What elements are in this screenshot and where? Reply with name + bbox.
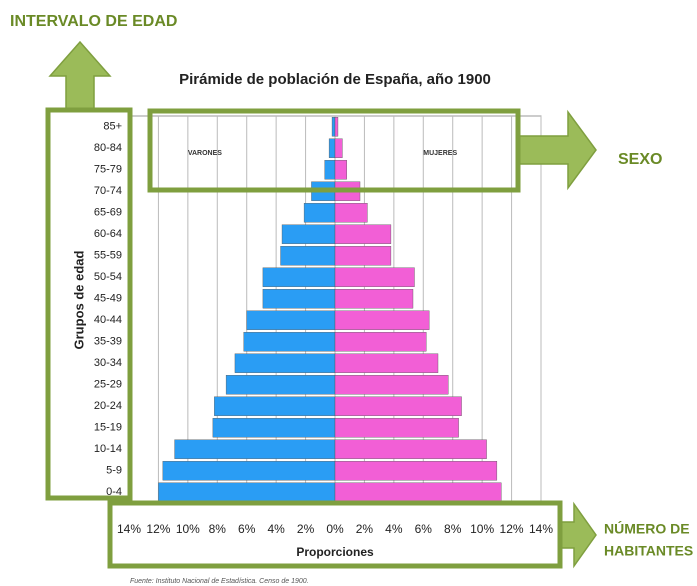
arrow-up bbox=[48, 40, 112, 111]
x-tick-label: 12% bbox=[500, 522, 524, 536]
y-tick-label: 75-79 bbox=[94, 164, 122, 176]
bar bbox=[334, 310, 430, 330]
x-tick-label: 10% bbox=[470, 522, 494, 536]
x-tick-label: 12% bbox=[146, 522, 170, 536]
bar bbox=[334, 138, 343, 158]
annotation: HABITANTES bbox=[604, 543, 693, 559]
bar bbox=[334, 482, 502, 502]
bar bbox=[334, 396, 462, 416]
bar bbox=[225, 375, 336, 395]
x-tick-label: 0% bbox=[326, 522, 344, 536]
bar bbox=[262, 267, 336, 287]
x-tick-label: 4% bbox=[385, 522, 403, 536]
y-tick-label: 70-74 bbox=[94, 185, 122, 197]
bar bbox=[262, 289, 336, 309]
x-axis-label: Proporciones bbox=[296, 545, 374, 559]
source: Fuente: Instituto Nacional de Estadístic… bbox=[130, 578, 309, 585]
y-tick-label: 45-49 bbox=[94, 293, 122, 305]
plot: 14% 12% 10% 8% 6% 4% 2% 0% 2% 4% 6% 8% 10% 12% 14% 0-4 5… bbox=[94, 115, 553, 536]
x-tick-label: 2% bbox=[297, 522, 315, 536]
bar bbox=[243, 332, 336, 352]
bar bbox=[234, 353, 336, 373]
y-tick-label: 40-44 bbox=[94, 314, 122, 326]
bar bbox=[334, 289, 414, 309]
bar bbox=[214, 396, 336, 416]
bar bbox=[334, 267, 415, 287]
bar bbox=[334, 375, 449, 395]
bar bbox=[281, 224, 336, 244]
y-tick-label: 85+ bbox=[103, 121, 122, 133]
bar bbox=[334, 224, 392, 244]
annotation: SEXO bbox=[618, 151, 662, 168]
bar bbox=[246, 310, 336, 330]
bar bbox=[334, 117, 339, 137]
bar bbox=[334, 439, 487, 459]
y-tick-label: 10-14 bbox=[94, 443, 122, 455]
bar bbox=[331, 117, 336, 137]
x-tick-label: 8% bbox=[444, 522, 462, 536]
arrow-right bbox=[517, 109, 597, 191]
bar bbox=[174, 439, 336, 459]
y-tick-label: 35-39 bbox=[94, 336, 122, 348]
bar bbox=[334, 203, 368, 223]
y-tick-label: 15-19 bbox=[94, 422, 122, 434]
y-tick-label: 65-69 bbox=[94, 207, 122, 219]
bar bbox=[334, 418, 459, 438]
bar bbox=[334, 353, 439, 373]
x-tick-label: 14% bbox=[529, 522, 553, 536]
x-tick-label: 14% bbox=[117, 522, 141, 536]
highlight-box bbox=[45, 107, 133, 501]
arrow-right bbox=[559, 501, 597, 569]
highlight-box bbox=[107, 500, 563, 569]
y-tick-label: 0-4 bbox=[106, 486, 122, 498]
x-tick-label: 4% bbox=[267, 522, 285, 536]
x-tick-label: 2% bbox=[356, 522, 374, 536]
chart-title: Pirámide de población de España, año 190… bbox=[179, 71, 491, 88]
highlight-box bbox=[147, 108, 521, 193]
bar bbox=[158, 482, 336, 502]
y-tick-label: 5-9 bbox=[106, 465, 122, 477]
bar bbox=[334, 246, 392, 266]
bar bbox=[280, 246, 336, 266]
y-tick-label: 20-24 bbox=[94, 400, 122, 412]
y-axis-label: Grupos de edad bbox=[71, 250, 86, 349]
bar bbox=[212, 418, 336, 438]
x-tick-label: 6% bbox=[238, 522, 256, 536]
x-tick-label: 6% bbox=[415, 522, 433, 536]
bar bbox=[334, 332, 427, 352]
bar bbox=[324, 160, 336, 180]
bar bbox=[334, 160, 347, 180]
bar bbox=[328, 138, 336, 158]
y-tick-label: 80-84 bbox=[94, 142, 122, 154]
x-tick-label: 8% bbox=[209, 522, 227, 536]
y-tick-label: 50-54 bbox=[94, 271, 122, 283]
bar bbox=[303, 203, 336, 223]
annotation: INTERVALO DE EDAD bbox=[10, 13, 177, 30]
y-tick-label: 55-59 bbox=[94, 250, 122, 262]
y-tick-label: 30-34 bbox=[94, 357, 122, 369]
x-tick-label: 10% bbox=[176, 522, 200, 536]
legend-label: MUJERES bbox=[423, 150, 457, 157]
y-tick-label: 60-64 bbox=[94, 228, 122, 240]
bar bbox=[334, 461, 498, 481]
annotation: NÚMERO DE bbox=[604, 520, 690, 537]
legend-label: VARONES bbox=[188, 150, 222, 157]
bar bbox=[162, 461, 336, 481]
y-tick-label: 25-29 bbox=[94, 379, 122, 391]
